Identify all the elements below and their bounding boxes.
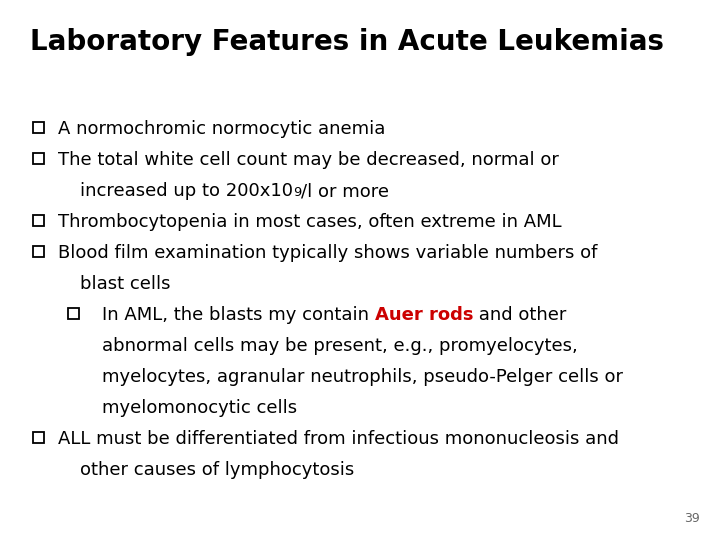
Text: In AML, the blasts my contain: In AML, the blasts my contain: [102, 306, 374, 324]
Text: Thrombocytopenia in most cases, often extreme in AML: Thrombocytopenia in most cases, often ex…: [58, 213, 562, 231]
Text: 39: 39: [684, 512, 700, 525]
Text: increased up to 200x10: increased up to 200x10: [80, 182, 293, 200]
Text: Blood film examination typically shows variable numbers of: Blood film examination typically shows v…: [58, 244, 598, 262]
Text: Laboratory Features in Acute Leukemias: Laboratory Features in Acute Leukemias: [30, 28, 664, 56]
Text: myelocytes, agranular neutrophils, pseudo-Pelger cells or: myelocytes, agranular neutrophils, pseud…: [102, 368, 623, 386]
Text: 9: 9: [293, 186, 301, 199]
Text: abnormal cells may be present, e.g., promyelocytes,: abnormal cells may be present, e.g., pro…: [102, 337, 577, 355]
Text: The total white cell count may be decreased, normal or: The total white cell count may be decrea…: [58, 151, 559, 169]
Text: blast cells: blast cells: [80, 275, 171, 293]
Text: myelomonocytic cells: myelomonocytic cells: [102, 399, 297, 417]
Text: A normochromic normocytic anemia: A normochromic normocytic anemia: [58, 120, 385, 138]
Text: ALL must be differentiated from infectious mononucleosis and: ALL must be differentiated from infectio…: [58, 430, 619, 448]
Text: Auer rods: Auer rods: [374, 306, 473, 324]
Text: other causes of lymphocytosis: other causes of lymphocytosis: [80, 461, 354, 479]
Text: and other: and other: [473, 306, 567, 324]
Text: /l or more: /l or more: [301, 182, 390, 200]
